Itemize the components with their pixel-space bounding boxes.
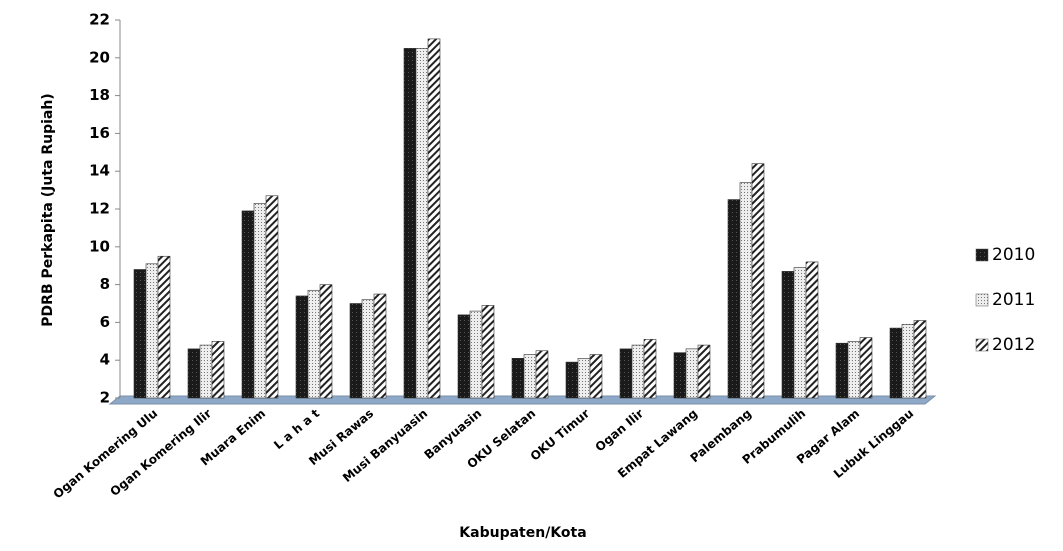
bar	[265, 195, 279, 399]
bar	[511, 358, 525, 399]
legend-label: 2012	[992, 335, 1035, 355]
bar	[889, 327, 903, 399]
x-axis-title: Kabupaten/Kota	[459, 525, 586, 541]
bar	[199, 344, 213, 399]
y-tick-label: 6	[100, 313, 110, 331]
bar	[319, 284, 333, 399]
bar	[673, 352, 687, 399]
bar	[307, 289, 321, 399]
bar	[793, 267, 807, 399]
x-tick-label: Ogan Komering Ulu	[51, 406, 161, 501]
x-tick-label: OKU Timur	[528, 406, 593, 463]
bar	[847, 340, 861, 399]
y-axis-title: PDRB Perkapita (Juta Rupiah)	[40, 93, 56, 326]
bar	[457, 314, 471, 399]
bar	[589, 354, 603, 399]
y-tick-label: 8	[100, 275, 110, 293]
bar	[481, 305, 495, 399]
y-tick-label: 20	[89, 48, 110, 66]
bar	[145, 263, 159, 399]
bar	[253, 203, 267, 399]
bar	[859, 337, 873, 399]
x-tick-label: Ogan Komering Ilir	[107, 406, 214, 499]
legend-swatch	[975, 248, 989, 262]
bar	[697, 344, 711, 399]
bar	[631, 344, 645, 399]
x-tick-label: L a h a t	[271, 406, 322, 452]
bar	[469, 310, 483, 399]
y-tick-label: 22	[89, 11, 110, 29]
bar	[685, 348, 699, 399]
bar	[403, 48, 417, 399]
y-tick-label: 2	[100, 389, 110, 407]
legend-label: 2011	[992, 290, 1035, 310]
y-tick-label: 10	[89, 237, 110, 255]
bar	[187, 348, 201, 399]
bar	[427, 38, 441, 399]
bar	[577, 358, 591, 399]
bar	[643, 339, 657, 399]
bar	[295, 295, 309, 399]
y-tick-label: 16	[89, 124, 110, 142]
bar	[361, 299, 375, 399]
bar	[523, 354, 537, 399]
bar	[619, 348, 633, 399]
bar	[727, 199, 741, 399]
bar	[415, 48, 429, 399]
bar	[157, 255, 171, 399]
bar	[373, 293, 387, 399]
bar	[565, 361, 579, 399]
bar	[805, 261, 819, 399]
bar	[739, 182, 753, 399]
bar	[535, 350, 549, 399]
legend-label: 2010	[992, 245, 1035, 265]
bar	[913, 320, 927, 399]
bar	[901, 323, 915, 399]
y-tick-label: 14	[89, 162, 110, 180]
legend-swatch	[975, 338, 989, 352]
bar	[133, 269, 147, 399]
bar	[781, 271, 795, 399]
y-tick-label: 4	[100, 351, 110, 369]
bar	[835, 342, 849, 399]
bar	[211, 340, 225, 399]
legend-swatch	[975, 293, 989, 307]
y-tick-label: 18	[89, 86, 110, 104]
y-tick-label: 12	[89, 200, 110, 218]
x-tick-label: Ogan Ilir	[593, 406, 647, 454]
bar	[751, 163, 765, 399]
bar	[349, 303, 363, 399]
bar	[241, 210, 255, 399]
